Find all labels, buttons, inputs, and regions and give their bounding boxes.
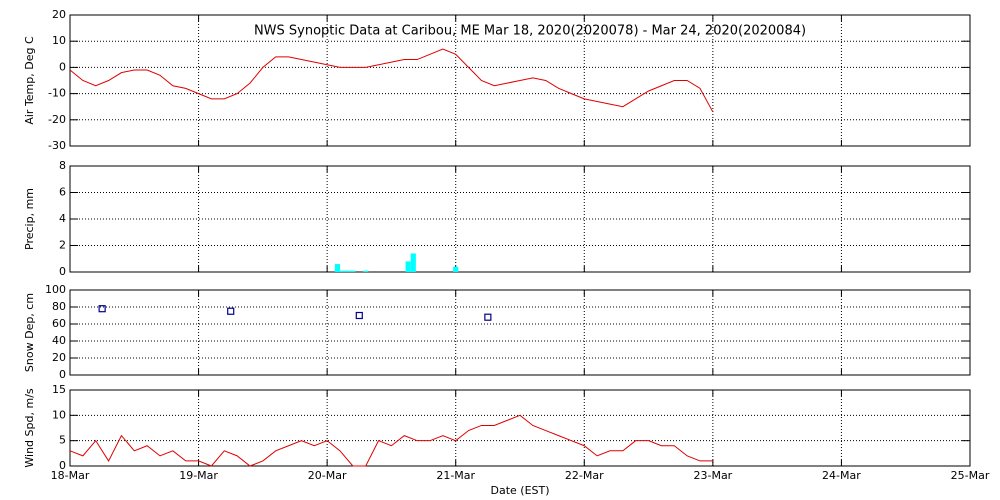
y-axis-label: Snow Dep, cm: [23, 293, 36, 372]
bar: [350, 270, 356, 272]
y-tick-label: -30: [48, 139, 66, 152]
y-tick-label: 60: [52, 317, 66, 330]
y-axis-label: Precip, mm: [23, 188, 36, 250]
point: [98, 305, 106, 313]
x-tick-label: 18-Mar: [51, 469, 90, 482]
y-tick-label: 0: [59, 368, 66, 381]
point: [484, 313, 492, 321]
y-tick-label: 0: [59, 265, 66, 278]
y-axis-label: Air Temp, Deg C: [23, 36, 36, 125]
y-tick-label: 100: [45, 283, 66, 296]
plot-frame: [69, 289, 971, 376]
x-axis-label: Date (EST): [490, 484, 549, 497]
y-tick-label: 8: [59, 159, 66, 172]
bar: [405, 261, 411, 272]
y-tick-label: 5: [59, 434, 66, 447]
y-axis-label: Wind Spd, m/s: [23, 388, 36, 468]
y-tick-label: -20: [48, 113, 66, 126]
y-tick-label: 4: [59, 212, 66, 225]
plot-frame: [69, 389, 971, 467]
bar: [453, 266, 459, 272]
y-tick-label: 0: [59, 60, 66, 73]
y-tick-label: 20: [52, 8, 66, 21]
y-tick-label: 15: [52, 383, 66, 396]
y-tick-label: 10: [52, 34, 66, 47]
x-tick-label: 20-Mar: [308, 469, 347, 482]
y-tick-label: 2: [59, 239, 66, 252]
point: [227, 307, 235, 315]
x-tick-label: 23-Mar: [693, 469, 732, 482]
point: [355, 311, 363, 320]
y-tick-label: 20: [52, 351, 66, 364]
bar: [345, 270, 351, 272]
bar: [340, 270, 346, 272]
x-tick-label: 22-Mar: [565, 469, 604, 482]
x-tick-label: 21-Mar: [436, 469, 475, 482]
bar: [363, 270, 369, 272]
bar: [410, 253, 416, 272]
data-line: [69, 48, 714, 113]
x-tick-label: 19-Mar: [179, 469, 218, 482]
y-tick-label: 10: [52, 408, 66, 421]
y-tick-label: 80: [52, 300, 66, 313]
y-tick-label: 0: [59, 459, 66, 472]
y-tick-label: -10: [48, 87, 66, 100]
data-line: [69, 414, 713, 467]
bar: [334, 264, 340, 272]
y-tick-label: 6: [59, 186, 66, 199]
chart-title: NWS Synoptic Data at Caribou, ME Mar 18,…: [254, 24, 806, 39]
x-tick-label: 25-Mar: [951, 469, 990, 482]
y-tick-label: 40: [52, 334, 66, 347]
x-tick-label: 24-Mar: [822, 469, 861, 482]
